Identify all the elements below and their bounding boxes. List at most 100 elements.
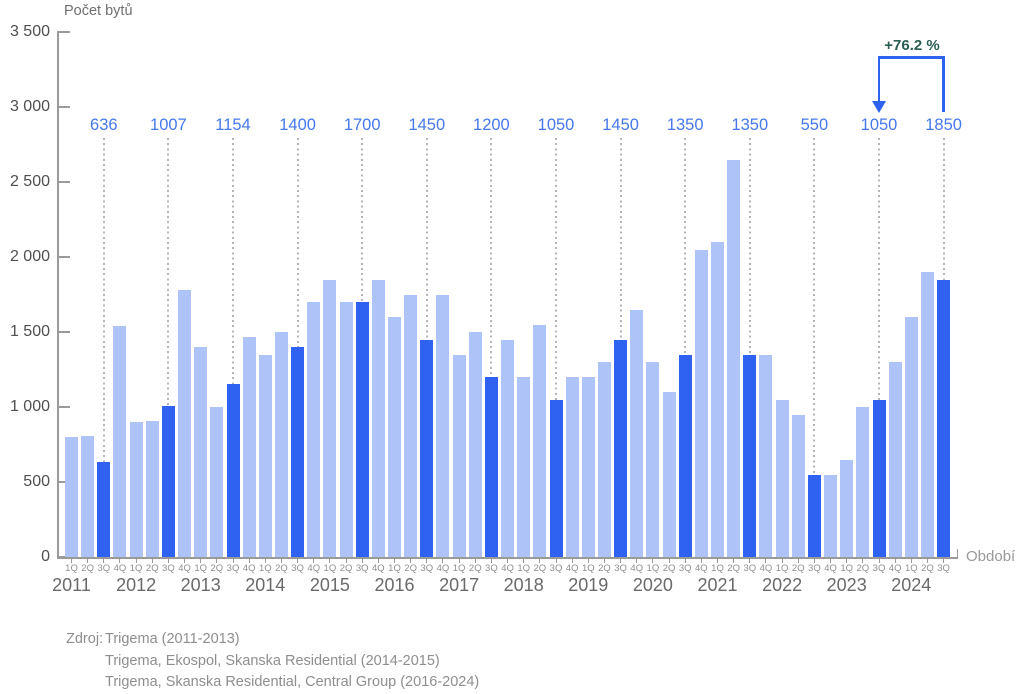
bar-2020-2Q xyxy=(662,392,676,557)
quarter-label: 2Q xyxy=(275,563,288,574)
quarter-label: 4Q xyxy=(695,563,708,574)
year-label: 2019 xyxy=(568,575,609,595)
highlight-value-label: 1350 xyxy=(666,116,704,134)
quarter-label: 4Q xyxy=(242,563,256,574)
x-axis-bar-tick xyxy=(474,558,476,563)
x-axis-bar-tick xyxy=(313,558,315,563)
x-axis-bar-tick xyxy=(926,558,928,563)
bar-2018-1Q xyxy=(517,377,531,557)
quarter-label: 2Q xyxy=(791,563,805,574)
quarter-label: 4Q xyxy=(307,563,321,574)
bar-2022-1Q xyxy=(775,399,789,557)
bar-2023-2Q xyxy=(856,407,870,557)
bar-2011-3Q-highlight xyxy=(97,461,111,557)
bar-2012-3Q-highlight xyxy=(161,405,175,557)
x-axis-bar-tick xyxy=(119,558,121,563)
highlight-value-label: 1154 xyxy=(215,116,251,134)
bar-2014-1Q xyxy=(258,354,272,557)
highlight-value-label: 550 xyxy=(800,116,829,134)
annotation-bracket-right xyxy=(942,56,945,112)
highlight-value-label: 1350 xyxy=(731,116,769,134)
x-axis-bar-tick xyxy=(329,558,331,563)
bar-2016-1Q xyxy=(388,317,401,557)
x-axis-bar-tick xyxy=(200,558,202,563)
bar-2014-2Q xyxy=(274,332,288,557)
x-axis-bar-tick xyxy=(603,558,605,563)
year-label: 2017 xyxy=(439,575,480,595)
quarter-label: 2Q xyxy=(662,563,676,574)
x-axis-bar-tick xyxy=(103,558,105,563)
quarter-guide-dotline xyxy=(232,138,234,557)
quarter-label: 1Q xyxy=(323,563,337,574)
bar-2011-1Q xyxy=(65,437,78,557)
quarter-label: 3Q xyxy=(97,563,111,574)
highlight-value-label: 1400 xyxy=(279,116,316,134)
x-axis-bar-tick xyxy=(781,558,783,563)
quarter-guide-dotline xyxy=(748,138,751,557)
x-axis-bar-tick xyxy=(232,558,234,563)
x-axis-end-tick xyxy=(956,549,958,557)
x-axis-bar-tick xyxy=(426,558,428,563)
bar-2012-1Q xyxy=(129,422,143,557)
x-axis-bar-tick xyxy=(361,558,363,563)
year-label: 2015 xyxy=(309,575,350,595)
highlight-value-label: 1007 xyxy=(150,116,187,134)
x-axis-bar-tick xyxy=(184,558,186,563)
bar-2021-1Q xyxy=(711,242,724,557)
quarter-label: 2Q xyxy=(81,563,94,574)
highlight-value-label: 1050 xyxy=(860,116,898,134)
bar-2018-3Q-highlight xyxy=(549,399,563,557)
bar-2011-4Q xyxy=(113,326,127,557)
quarter-label: 1Q xyxy=(129,563,143,574)
quarter-label: 3Q xyxy=(485,563,498,574)
x-axis-bar-tick xyxy=(87,558,89,563)
quarter-label: 2Q xyxy=(404,563,417,574)
y-axis-title: Počet bytů xyxy=(64,3,133,19)
quarter-label: 2Q xyxy=(533,563,547,574)
bar-2024-3Q-highlight xyxy=(937,279,951,557)
x-axis-bar-tick xyxy=(523,558,525,563)
source-line: Trigema, Skanska Residential, Central Gr… xyxy=(105,674,480,690)
y-axis-tick xyxy=(57,331,70,333)
quarter-label: 3Q xyxy=(355,563,369,574)
quarter-label: 1Q xyxy=(711,563,724,574)
year-label: 2024 xyxy=(891,575,932,595)
quarter-label: 1Q xyxy=(65,563,78,574)
x-axis-bar-tick xyxy=(248,558,250,563)
highlight-value-label: 1700 xyxy=(343,116,381,134)
bar-2015-4Q xyxy=(371,279,385,557)
y-axis-tick xyxy=(57,31,70,33)
x-axis-bar-tick xyxy=(765,558,767,563)
quarter-label: 1Q xyxy=(840,563,854,574)
quarter-label: 3Q xyxy=(743,563,757,574)
x-axis-bar-tick xyxy=(167,558,169,563)
quarter-label: 2Q xyxy=(145,563,159,574)
x-axis-bar-tick xyxy=(733,558,735,563)
highlight-value-label: 1450 xyxy=(408,116,446,134)
source-block: Trigema (2011-2013) Trigema, Ekospol, Sk… xyxy=(105,629,479,694)
bar-2020-3Q-highlight xyxy=(678,354,692,557)
y-axis-tick-label: 3 500 xyxy=(9,23,50,40)
bar-2014-4Q xyxy=(307,302,321,557)
x-axis-bar-tick xyxy=(297,558,299,563)
y-axis-tick-label: 2 000 xyxy=(9,248,50,265)
year-label: 2014 xyxy=(245,575,286,595)
bar-2024-1Q xyxy=(904,317,918,557)
bar-2012-2Q xyxy=(145,421,159,557)
x-axis-bar-tick xyxy=(700,558,702,563)
bar-2012-4Q xyxy=(178,290,192,557)
bar-2024-2Q xyxy=(920,272,934,557)
quarter-guide-dotline xyxy=(555,138,557,557)
y-axis-tick-label: 500 xyxy=(23,473,50,490)
bar-2013-2Q xyxy=(210,407,224,557)
x-axis-bar-tick xyxy=(555,558,557,563)
quarter-label: 3Q xyxy=(162,563,175,574)
x-axis-bar-tick xyxy=(846,558,848,563)
quarter-guide-dotline xyxy=(490,138,493,557)
x-axis-bar-tick xyxy=(910,558,912,563)
bar-2016-4Q xyxy=(436,294,450,557)
quarter-label: 3Q xyxy=(549,563,563,574)
x-axis-bar-tick xyxy=(264,558,266,563)
x-axis-line xyxy=(57,557,958,559)
